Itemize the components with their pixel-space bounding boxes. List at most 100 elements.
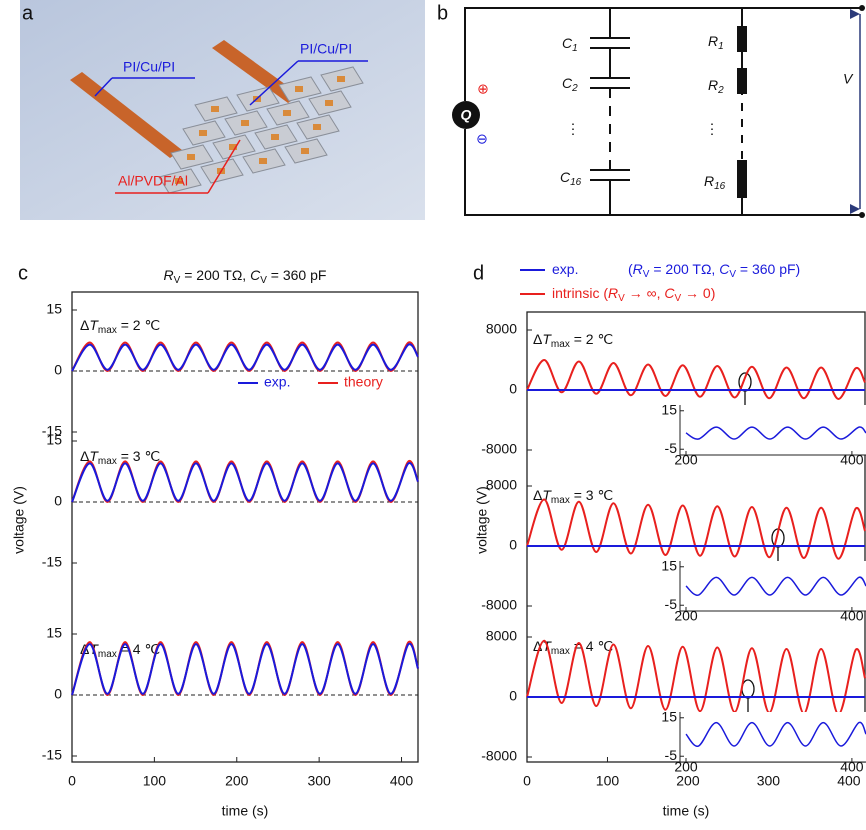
y-tick-label: 8000 (486, 321, 517, 337)
letter: R (708, 77, 718, 93)
y-tick-label: 0 (509, 537, 517, 553)
text-part: → ∞, (625, 285, 665, 301)
chart-title: RV = 200 TΩ, CV = 360 pF (164, 267, 327, 286)
text-part: = 3 ℃ (570, 487, 613, 503)
letter: R (708, 33, 718, 49)
letter: R (704, 173, 714, 189)
inset-y-tick-label: 15 (661, 708, 677, 724)
photo-label: PI/Cu/PI (300, 41, 352, 57)
text-part: Δ (80, 317, 89, 333)
inset-x-tick-label: 400 (840, 759, 864, 775)
text-part: V (643, 269, 650, 280)
y-tick-label: 0 (509, 688, 517, 704)
letter: C (562, 75, 573, 91)
text-part: = 2 ℃ (117, 317, 160, 333)
text-part: = 360 pF) (736, 261, 800, 277)
text-part: max (551, 646, 570, 657)
minus-sign: ⊖ (476, 131, 488, 147)
x-tick-label: 100 (143, 773, 167, 789)
legend-label: intrinsic (RV → ∞, CV → 0) (552, 285, 715, 304)
leader-line (249, 60, 299, 106)
inset-x-tick-label: 200 (674, 608, 698, 624)
photo (20, 0, 425, 220)
text-part: V (674, 293, 681, 304)
text-part: R (608, 285, 618, 301)
data-line (71, 462, 419, 503)
y-tick-label: -15 (42, 554, 62, 570)
x-tick-label: 0 (68, 773, 76, 789)
electrode (295, 86, 303, 92)
text-part: max (98, 325, 117, 336)
y-tick-label: -8000 (481, 597, 517, 613)
text-part: max (98, 649, 117, 660)
text-part: = 4 ℃ (570, 638, 613, 654)
text-part: = 2 ℃ (570, 331, 613, 347)
x-axis-label: time (s) (222, 803, 269, 819)
legend-label: exp. (552, 261, 578, 277)
leader-line (94, 77, 113, 97)
electrode (211, 106, 219, 112)
leader-line (207, 139, 241, 194)
y-tick-label: -8000 (481, 441, 517, 457)
y-tick-label: 0 (54, 493, 62, 509)
capacitor-label: C2 (562, 75, 578, 94)
photo-label: PI/Cu/PI (123, 59, 175, 75)
legend-label: theory (344, 374, 383, 390)
y-tick-label: 15 (46, 301, 62, 317)
y-tick-label: -8000 (481, 748, 517, 764)
x-tick-label: 300 (307, 773, 331, 789)
electrode (199, 130, 207, 136)
data-line (685, 426, 866, 440)
resistor (737, 68, 747, 94)
ellipsis: ⋮ (566, 121, 580, 137)
text-part: max (551, 339, 570, 350)
y-tick-label: -15 (42, 747, 62, 763)
y-tick-label: 8000 (486, 477, 517, 493)
subscript: 16 (714, 181, 726, 192)
strip (212, 40, 300, 103)
inset-frame (680, 405, 866, 455)
x-tick-label: 300 (757, 773, 781, 789)
text-part: C (719, 261, 730, 277)
y-axis-label: voltage (V) (11, 486, 27, 554)
inset-frame (680, 712, 866, 762)
ellipsis: ⋮ (705, 121, 719, 137)
text-part: V (260, 275, 267, 286)
text-part: = 360 pF (267, 267, 327, 283)
electrode (325, 100, 333, 106)
y-tick-label: 15 (46, 432, 62, 448)
data-line (685, 576, 866, 596)
inset-x-tick-label: 200 (674, 452, 698, 468)
text-part: = 3 ℃ (117, 448, 160, 464)
x-tick-label: 400 (837, 773, 861, 789)
photo-label: Al/PVDF/Al (118, 173, 188, 189)
subscript: 2 (717, 85, 724, 96)
text-part: exp. (552, 261, 578, 277)
text-part: Δ (533, 638, 542, 654)
panel-label: a (22, 2, 34, 24)
terminal (859, 5, 865, 11)
y-tick-label: 0 (509, 381, 517, 397)
text-part: → 0) (681, 285, 715, 301)
resistor-label: R2 (708, 77, 724, 96)
text-part: Δ (80, 448, 89, 464)
panel-label: d (473, 262, 484, 284)
resistor (737, 26, 747, 52)
plus-sign: ⊕ (477, 81, 489, 97)
subscript: 1 (718, 41, 724, 52)
resistor-label: R16 (704, 173, 726, 192)
source (452, 101, 480, 129)
text-part: = 200 TΩ, (180, 267, 250, 283)
text-part: V (618, 293, 625, 304)
y-tick-label: 8000 (486, 628, 517, 644)
wire (464, 129, 862, 216)
inset-x-tick-label: 400 (840, 452, 864, 468)
text-part: C (664, 285, 675, 301)
annotation: ΔTmax = 3 ℃ (80, 448, 160, 467)
resistor-label: R1 (708, 33, 724, 52)
data-line (526, 498, 866, 560)
text-part: R (164, 267, 174, 283)
y-tick-label: -15 (42, 423, 62, 439)
text-part: V (174, 275, 181, 286)
plot-frame (71, 291, 419, 763)
